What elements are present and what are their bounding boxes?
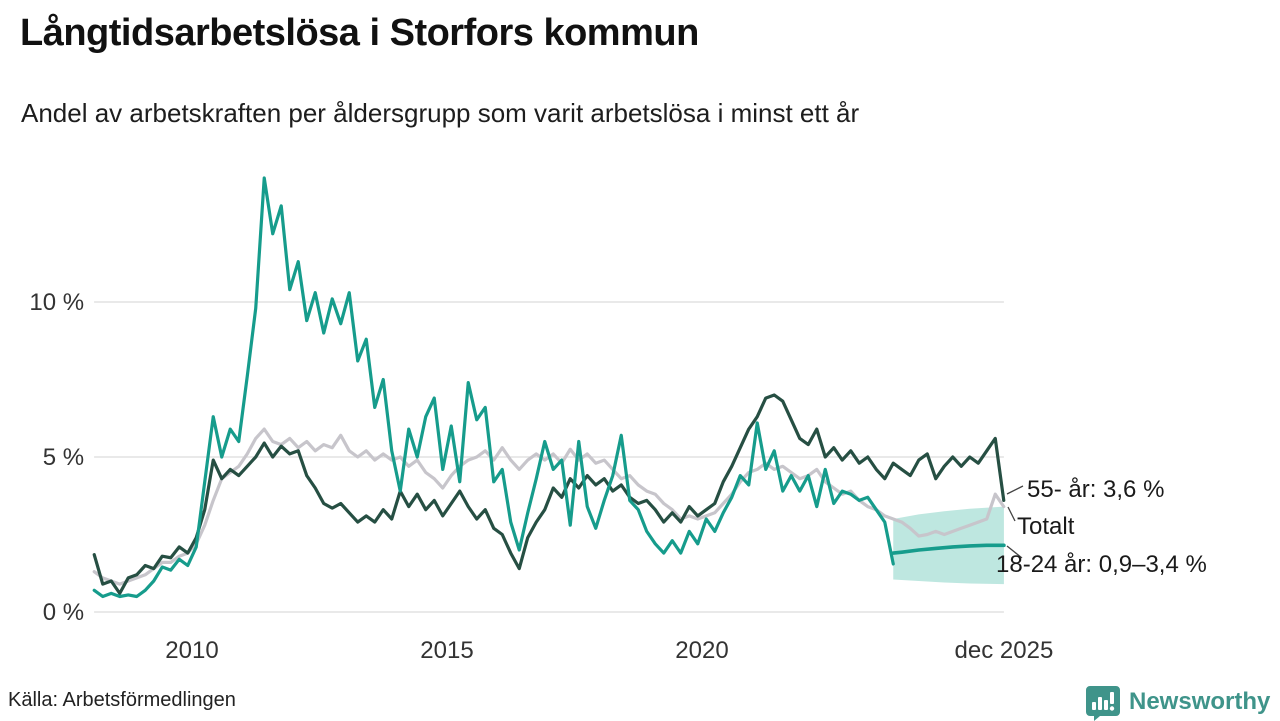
newsworthy-logo: Newsworthy <box>1084 683 1270 721</box>
line-18-24 år prognos <box>891 543 1006 555</box>
x-tick-label: dec 2025 <box>955 637 1054 664</box>
newsworthy-wordmark: Newsworthy <box>1129 688 1271 715</box>
label-series-55: 55- år: 3,6 % <box>1027 476 1165 503</box>
label-series-18-24: 18-24 år: 0,9–3,4 % <box>996 551 1207 578</box>
x-tick-label: 2020 <box>675 637 728 664</box>
leader-1824 <box>1006 545 1023 559</box>
page-title: Långtidsarbetslösa i Storfors kommun <box>20 12 699 54</box>
chart-series <box>92 176 1006 599</box>
x-tick-label: 2015 <box>420 637 473 664</box>
line-18-24 år <box>92 176 895 599</box>
axis-labels: 0 % 5 % 10 % 2010 2015 2020 dec 2025 <box>29 289 1053 664</box>
band-18-24 år intervall <box>893 506 1004 585</box>
leader-55 <box>1006 485 1024 495</box>
line-55- år <box>92 393 1006 596</box>
y-tick-label: 10 % <box>29 289 84 316</box>
leader-totalt <box>1007 506 1016 522</box>
newsworthy-icon <box>1086 686 1120 721</box>
x-tick-label: 2010 <box>165 637 218 664</box>
label-series-totalt: Totalt <box>1017 513 1075 540</box>
annotation-leader-lines <box>1006 485 1024 559</box>
page-subtitle: Andel av arbetskraften per åldersgrupp s… <box>21 98 860 128</box>
source-note: Källa: Arbetsförmedlingen <box>8 689 236 711</box>
y-tick-label: 5 % <box>43 444 84 471</box>
y-tick-label: 0 % <box>43 599 84 626</box>
